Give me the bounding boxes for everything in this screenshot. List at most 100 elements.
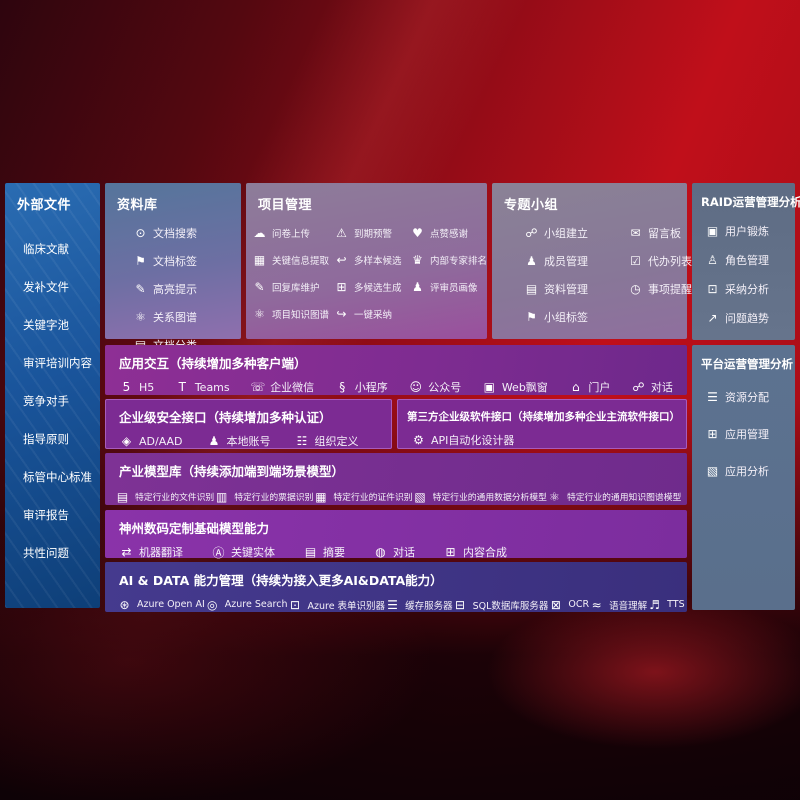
reviewer-profile-icon: ♟	[412, 279, 423, 294]
feature-label: Azure Search	[224, 599, 288, 610]
library-title: 资料库	[117, 198, 158, 213]
due-alert-icon: ⚠	[336, 225, 347, 240]
sidebar-item: 共性问题	[23, 545, 100, 561]
feature-label: 小组建立	[544, 227, 588, 240]
api-designer-gear-icon: ⚙	[413, 433, 424, 447]
raid-operations-panel: RAID运营管理分析 ▣ 用户锻炼 ♙ 角色管理 ⊡ 采纳分析 ↗ 问题趋势	[692, 183, 800, 340]
document-tag-icon: ⚑	[135, 254, 146, 268]
feature-item: ▥ 特定行业的票据识别	[214, 489, 313, 504]
feature-item: ⊠ OCR	[548, 597, 589, 612]
feature-label: 特定行业的通用知识图谱模型	[566, 493, 682, 503]
platform-operations-list: ☰ 资源分配 ⊞ 应用管理 ▧ 应用分析	[692, 372, 795, 479]
industry-model-library-list: ▤ 特定行业的文件识别 ▥ 特定行业的票据识别 ▦ 特定行业的证件识别 ▧ 特定…	[105, 480, 687, 504]
feature-item: ⚑ 小组标签	[524, 309, 628, 325]
feature-label: Web飘窗	[501, 381, 548, 394]
app-interaction-list: 5 H5 T Teams ☏ 企业微信 § 小程序 ☺ 公众号 ▣ Web飘窗	[105, 372, 687, 395]
feature-item: ⊞ 内容合成	[443, 544, 507, 560]
feature-item: ☍ 小组建立	[524, 225, 628, 241]
miniprogram-icon: §	[339, 380, 346, 394]
material-management-icon: ▤	[525, 282, 538, 296]
azure-openai-icon: ⊛	[119, 597, 130, 612]
cache-server-icon: ☰	[387, 597, 398, 612]
tts-icon: ♬	[649, 597, 660, 612]
sidebar-item-label: 指导原则	[23, 432, 69, 446]
feature-label: 资料管理	[544, 283, 588, 296]
feature-label: 小程序	[354, 381, 388, 394]
enterprise-security-list: ◈ AD/AAD ♟ 本地账号 ☷ 组织定义	[105, 426, 392, 449]
industry-data-analysis-icon: ▧	[414, 489, 426, 504]
sidebar-item: 竞争对手	[23, 393, 100, 409]
feature-item: ♛ 内部专家排名	[410, 252, 487, 267]
machine-translation-icon: ⇄	[121, 545, 132, 559]
sidebar-item: 审评报告	[23, 507, 100, 523]
feature-label: Azure Open AI	[137, 599, 205, 610]
feature-label: 回复库维护	[272, 282, 320, 294]
feature-label: 采纳分析	[725, 283, 769, 296]
feature-item: ♟ 评审员画像	[410, 279, 487, 294]
feature-item: ◍ 对话	[373, 544, 415, 560]
feature-label: 摘要	[323, 546, 345, 559]
ai-data-capability-list: ⊛ Azure Open AI ◎ Azure Search ⊡ Azure 表…	[105, 589, 687, 612]
sidebar-item: 关键字池	[23, 317, 100, 333]
wechat-work-icon: ☏	[250, 380, 266, 394]
feature-item: ✉ 留言板	[628, 225, 692, 241]
feature-item: ▦ 特定行业的证件识别	[313, 489, 412, 504]
feature-item: 5 H5	[119, 380, 155, 395]
sidebar-item-label: 竞争对手	[23, 394, 69, 408]
ad-aad-icon: ◈	[121, 434, 132, 448]
sidebar-item-label: 发补文件	[23, 280, 69, 294]
feature-item: ▧ 应用分析	[705, 463, 795, 479]
feature-item: § 小程序	[335, 379, 388, 395]
sidebar-item: 审评培训内容	[23, 355, 100, 371]
web-popup-icon: ▣	[483, 380, 495, 394]
foundation-model-list: ⇄ 机器翻译 Ⓐ 关键实体 ▤ 摘要 ◍ 对话 ⊞ 内容合成	[105, 537, 687, 560]
azure-form-recognizer-icon: ⊡	[289, 597, 301, 612]
feature-item: ⊞ 应用管理	[705, 426, 795, 442]
feature-item: ✎ 高亮提示	[133, 281, 241, 297]
feature-item: ✎ 回复库维护	[252, 279, 334, 294]
raid-operations-list: ▣ 用户锻炼 ♙ 角色管理 ⊡ 采纳分析 ↗ 问题趋势	[692, 210, 795, 326]
app-management-icon: ⊞	[707, 427, 718, 441]
app-analysis-icon: ▧	[706, 464, 719, 478]
feature-label: H5	[139, 380, 155, 394]
feature-label: 机器翻译	[139, 546, 183, 559]
external-files-panel: 外部文件 临床文献 发补文件 关键字池 审评培训内容 竞争对手 指导原则 标管中…	[5, 183, 100, 608]
feature-label: OCR	[568, 599, 590, 610]
feature-label: 问题趋势	[725, 312, 769, 325]
feature-label: 点赞感谢	[430, 228, 469, 240]
enterprise-security-row: 企业级安全接口（持续增加多种认证） ◈ AD/AAD ♟ 本地账号 ☷ 组织定义	[105, 399, 392, 449]
org-definition-icon: ☷	[296, 434, 308, 448]
feature-item: ▤ 特定行业的文件识别	[115, 489, 214, 504]
thirdparty-software-row: 第三方企业级软件接口（持续增加多种企业主流软件接口） ⚙ API自动化设计器	[397, 399, 687, 449]
feature-item: ⊛ Azure Open AI	[117, 597, 205, 612]
feature-label: 门户	[588, 381, 611, 394]
feature-item: ☰ 缓存服务器	[385, 597, 452, 612]
industry-invoice-recognition-icon: ▥	[216, 489, 228, 504]
feature-item: ⇄ 机器翻译	[119, 544, 183, 560]
portal-icon: ⌂	[572, 380, 580, 394]
official-account-icon: ☺	[409, 380, 423, 394]
feature-label: 用户锻炼	[725, 225, 769, 238]
platform-operations-title: 平台运营管理分析	[701, 357, 793, 371]
feature-label: API自动化设计器	[431, 434, 515, 447]
feature-item: ☁ 问卷上传	[252, 225, 334, 240]
ocr-icon: ⊠	[550, 597, 561, 612]
ai-data-capability-row: AI & DATA 能力管理（持续为接入更多AI&DATA能力） ⊛ Azure…	[105, 562, 687, 612]
feature-label: 资源分配	[725, 391, 769, 404]
feature-item: ♥ 点赞感谢	[410, 225, 487, 240]
sidebar-item-label: 审评培训内容	[23, 356, 92, 370]
sidebar-item: 标管中心标准	[23, 469, 100, 485]
feature-label: 高亮提示	[153, 283, 197, 296]
feature-label: 特定行业的证件识别	[333, 493, 413, 503]
foundation-model-title: 神州数码定制基础模型能力	[119, 521, 270, 536]
like-thanks-icon: ♥	[412, 225, 423, 240]
feature-label: 多样本候选	[354, 255, 402, 267]
feature-item: ☺ 公众号	[408, 379, 462, 395]
library-panel: 资料库 ⊙ 文档搜索 ⚑ 文档标签 ✎ 高亮提示 ⚛ 关系图谱 ▤ 文档分类	[105, 183, 241, 352]
feature-label: 特定行业的票据识别	[234, 493, 314, 503]
group-tag-icon: ⚑	[526, 310, 537, 324]
feature-label: 文档搜索	[153, 227, 197, 240]
feature-item: ⚠ 到期预警	[334, 225, 410, 240]
member-management-icon: ♟	[526, 254, 537, 268]
feature-label: 组织定义	[314, 435, 359, 448]
